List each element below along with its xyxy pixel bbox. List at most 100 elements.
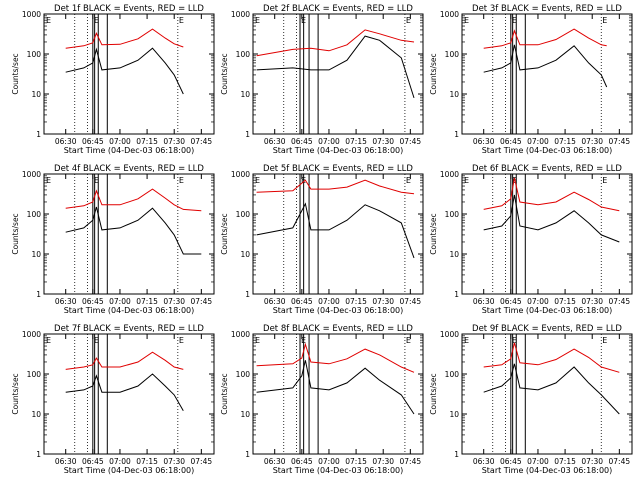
x-axis-label: Start Time (04-Dec-03 06:18:00)	[482, 466, 613, 475]
series-line-lld	[483, 28, 607, 49]
x-tick-label: 07:15	[345, 137, 367, 146]
series-line-events	[483, 363, 620, 415]
y-axis-label: Counts/sec	[429, 213, 438, 254]
x-axis-label: Start Time (04-Dec-03 06:18:00)	[273, 146, 404, 155]
series-line-events	[483, 44, 608, 88]
plot-frame	[461, 173, 633, 295]
y-tick-label: 10	[31, 90, 41, 99]
series-line-lld	[256, 29, 415, 57]
x-tick-label: 06:30	[473, 297, 495, 306]
panel-9: Det 9f BLACK = Events, RED = LLD 1 10 100 10…	[429, 324, 633, 475]
marker-label: E	[406, 176, 411, 185]
x-tick-label: 06:45	[291, 457, 313, 466]
marker-label: E	[179, 176, 184, 185]
x-tick-label: 07:30	[163, 297, 185, 306]
plot-frame	[461, 333, 633, 455]
panel-title: Det 6f BLACK = Events, RED = LLD	[472, 164, 622, 174]
y-tick-label: 1000	[231, 10, 250, 19]
x-tick-label: 07:00	[318, 457, 340, 466]
panel-7: Det 7f BLACK = Events, RED = LLD 1 10 100 10…	[11, 324, 215, 475]
marker-label: E	[406, 336, 411, 345]
marker-label: E	[602, 16, 607, 25]
x-tick-label: 06:30	[264, 297, 286, 306]
y-axis-label: Counts/sec	[220, 373, 229, 414]
marker-label: E	[94, 176, 99, 185]
y-axis-label: Counts/sec	[429, 373, 438, 414]
marker-label: E	[255, 16, 260, 25]
series-line-lld	[256, 179, 415, 195]
x-tick-label: 07:15	[345, 457, 367, 466]
y-axis-label: Counts/sec	[220, 213, 229, 254]
y-tick-label: 1000	[22, 10, 41, 19]
marker-label: E	[179, 16, 184, 25]
panel-5: Det 5f BLACK = Events, RED = LLD 1 10 100 10…	[220, 164, 424, 315]
x-tick-label: 06:30	[473, 457, 495, 466]
y-tick-label: 100	[236, 210, 251, 219]
marker-label: E	[255, 336, 260, 345]
marker-label: E	[406, 16, 411, 25]
plot-frame	[43, 333, 215, 455]
series-line-events	[483, 194, 620, 243]
panel-grid: Det 1f BLACK = Events, RED = LLD11010010…	[11, 4, 633, 475]
x-tick-label: 07:00	[109, 297, 131, 306]
x-axis-label: Start Time (04-Dec-03 06:18:00)	[273, 466, 404, 475]
x-tick-label: 07:45	[191, 137, 213, 146]
x-tick-label: 06:30	[55, 457, 77, 466]
series-line-lld	[256, 342, 415, 373]
x-tick-label: 07:00	[109, 137, 131, 146]
x-tick-label: 07:30	[372, 457, 394, 466]
x-tick-label: 06:30	[264, 137, 286, 146]
panel-2: Det 2f BLACK = Events, RED = LLD 1 10 100 10…	[220, 4, 424, 155]
y-tick-label: 10	[240, 410, 250, 419]
y-tick-label: 100	[27, 50, 42, 59]
y-tick-label: 100	[445, 210, 460, 219]
x-tick-label: 07:45	[400, 457, 422, 466]
y-tick-label: 10	[449, 90, 459, 99]
y-tick-label: 100	[445, 370, 460, 379]
y-axis-label: Counts/sec	[11, 213, 20, 254]
y-tick-label: 1	[245, 290, 250, 299]
x-tick-label: 07:30	[581, 457, 603, 466]
y-axis-label: Counts/sec	[11, 53, 20, 94]
y-tick-label: 10	[240, 250, 250, 259]
series-line-events	[65, 373, 184, 412]
y-tick-label: 1000	[22, 330, 41, 339]
x-tick-label: 07:15	[554, 297, 576, 306]
plot-frame	[43, 13, 215, 135]
x-axis-label: Start Time (04-Dec-03 06:18:00)	[482, 146, 613, 155]
x-tick-label: 07:45	[609, 297, 631, 306]
x-axis-label: Start Time (04-Dec-03 06:18:00)	[64, 466, 195, 475]
y-tick-label: 1	[454, 290, 459, 299]
y-tick-label: 10	[31, 250, 41, 259]
y-tick-label: 100	[236, 370, 251, 379]
series-line-lld	[65, 28, 184, 49]
x-tick-label: 07:15	[345, 297, 367, 306]
y-axis-label: Counts/sec	[11, 373, 20, 414]
plot-frame	[252, 173, 424, 295]
panel-title: Det 7f BLACK = Events, RED = LLD	[54, 324, 204, 334]
panel-4: Det 4f BLACK = Events, RED = LLD 1 10 100 10…	[11, 164, 215, 315]
x-tick-label: 07:45	[191, 457, 213, 466]
panel-6: Det 6f BLACK = Events, RED = LLD 1 10 100 10…	[429, 164, 633, 315]
x-tick-label: 06:30	[55, 137, 77, 146]
x-tick-label: 06:30	[264, 457, 286, 466]
x-tick-label: 06:45	[82, 457, 104, 466]
x-tick-label: 07:00	[527, 457, 549, 466]
x-tick-label: 07:00	[527, 297, 549, 306]
y-tick-label: 100	[236, 50, 251, 59]
y-tick-label: 10	[449, 250, 459, 259]
x-axis-label: Start Time (04-Dec-03 06:18:00)	[64, 306, 195, 315]
series-line-events	[256, 202, 415, 259]
marker-label: E	[464, 176, 469, 185]
y-tick-label: 1000	[440, 170, 459, 179]
x-tick-label: 07:15	[136, 297, 158, 306]
marker-label: E	[46, 176, 51, 185]
panel-title: Det 9f BLACK = Events, RED = LLD	[472, 324, 622, 334]
plot-frame	[252, 333, 424, 455]
y-tick-label: 1	[245, 450, 250, 459]
y-tick-label: 1	[245, 130, 250, 139]
y-tick-label: 1	[454, 130, 459, 139]
marker-label: E	[94, 336, 99, 345]
series-line-lld	[483, 342, 620, 373]
